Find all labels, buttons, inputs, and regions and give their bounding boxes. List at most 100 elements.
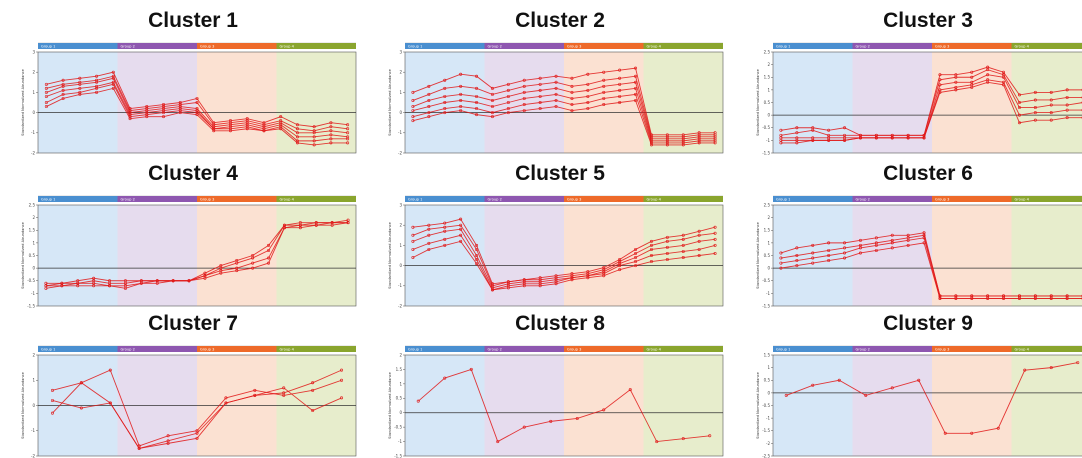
group-band [564,52,644,153]
group-label: Group 1 [408,44,422,48]
group-label: Group 2 [121,44,135,48]
y-tick-label: 1 [399,243,402,248]
y-tick-label: 1.5 [29,228,36,233]
y-tick-label: 0 [32,403,35,408]
y-tick-label: 0.5 [764,253,771,258]
group-band [1012,205,1082,306]
group-label: Group 3 [567,347,581,351]
y-tick-label: -0.5 [394,425,402,430]
y-tick-label: -0.5 [762,278,770,283]
group-band [485,205,565,306]
y-tick-label: -1.5 [762,303,770,308]
y-axis-label: Standardized Normalized Abundance [388,68,392,135]
y-tick-label: 1.5 [396,367,403,372]
group-label: Group 3 [935,347,949,351]
y-axis-label: Standardized Normalized Abundance [21,371,25,438]
y-tick-label: -2 [31,150,35,155]
y-tick-label: -1 [766,291,770,296]
y-tick-label: 1.5 [764,228,771,233]
group-band [932,355,1012,456]
group-label: Group 2 [856,197,870,201]
y-tick-label: -1 [766,138,770,143]
group-label: Group 3 [200,197,214,201]
y-tick-label: -1 [31,130,35,135]
y-tick-label: -0.5 [27,278,35,283]
y-axis-label: Standardized Normalized Abundance [756,221,760,288]
group-label: Group 2 [856,347,870,351]
y-tick-label: 0 [32,110,35,115]
y-axis-label: Standardized Normalized Abundance [388,221,392,288]
y-tick-label: -1 [398,439,402,444]
y-tick-label: 0.5 [764,378,771,383]
group-label: Group 1 [41,44,55,48]
y-tick-label: -1.5 [762,428,770,433]
group-label: Group 4 [1015,197,1030,201]
group-label: Group 4 [280,44,295,48]
y-tick-label: 0.5 [764,100,771,105]
group-band [932,205,1012,306]
y-tick-label: 1 [767,240,770,245]
y-tick-label: 1 [767,365,770,370]
y-tick-label: 1 [32,378,35,383]
group-band [277,205,357,306]
y-tick-label: 0 [767,390,770,395]
y-tick-label: 1 [32,240,35,245]
y-tick-label: -1 [398,283,402,288]
y-tick-label: -0.5 [762,403,770,408]
group-band [853,355,933,456]
y-tick-label: -1.5 [27,303,35,308]
group-label: Group 4 [1015,347,1030,351]
group-label: Group 4 [280,197,295,201]
group-label: Group 1 [776,347,790,351]
y-tick-label: 2 [767,215,770,220]
y-tick-label: -2 [398,303,402,308]
y-tick-label: 2 [32,352,35,357]
group-band [277,52,357,153]
group-label: Group 1 [408,197,422,201]
group-band [1012,355,1082,456]
group-label: Group 1 [776,197,790,201]
y-tick-label: 2 [399,223,402,228]
y-tick-label: 1 [399,381,402,386]
cluster-chart: Group 1 Group 2 Group 3 Group 4 -1.5 -1 -0.5 0 0… [765,163,1082,308]
group-label: Group 4 [1015,44,1030,48]
group-label: Group 3 [935,44,949,48]
group-band [38,205,118,306]
group-band [564,355,644,456]
group-band [644,355,724,456]
y-tick-label: 2 [767,62,770,67]
y-tick-label: 1 [32,90,35,95]
y-tick-label: -1.5 [394,453,402,458]
y-tick-label: 2.5 [764,49,771,54]
group-label: Group 3 [935,197,949,201]
y-tick-label: -1.5 [762,150,770,155]
y-tick-label: 2 [399,352,402,357]
y-tick-label: -2 [31,453,35,458]
group-band [773,205,853,306]
y-tick-label: -2.5 [762,453,770,458]
group-label: Group 3 [567,44,581,48]
y-tick-label: 0 [767,266,770,271]
group-label: Group 4 [280,347,295,351]
group-band [644,205,724,306]
y-tick-label: 0 [399,410,402,415]
group-label: Group 4 [647,197,662,201]
group-band [405,355,485,456]
group-label: Group 1 [408,347,422,351]
y-tick-label: 0 [399,110,402,115]
y-tick-label: -2 [398,150,402,155]
y-axis-label: Standardized Normalized Abundance [388,371,392,438]
y-tick-label: 1.5 [764,352,771,357]
y-tick-label: 1.5 [764,75,771,80]
group-label: Group 2 [121,347,135,351]
